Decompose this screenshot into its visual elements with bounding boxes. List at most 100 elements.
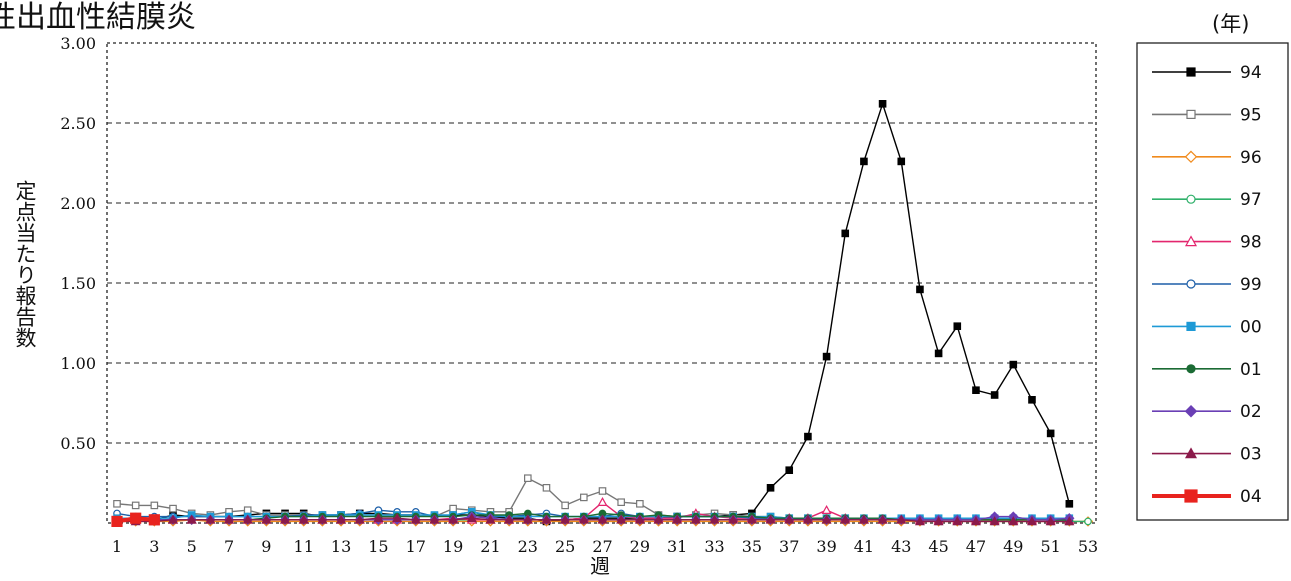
data-point [598, 487, 607, 495]
y-tick-label: 2.50 [60, 114, 96, 133]
series-04 [111, 512, 160, 528]
legend-item-00: 00 [1152, 317, 1262, 337]
data-point [746, 514, 757, 524]
x-tick-label: 7 [224, 537, 234, 556]
x-tick-label: 19 [443, 537, 463, 556]
legend-item-04: 04 [1152, 487, 1262, 507]
data-point [878, 99, 887, 108]
x-tick-label: 1 [112, 537, 122, 556]
y-tick-label: 0.50 [60, 434, 96, 453]
data-point [1184, 235, 1198, 247]
legend-box [1136, 42, 1289, 521]
legend-item-97: 97 [1152, 190, 1262, 210]
data-point [504, 514, 515, 524]
data-point [429, 514, 440, 524]
data-point [765, 514, 776, 524]
x-tick-label: 31 [667, 537, 687, 556]
data-point [169, 504, 177, 513]
data-point [148, 514, 160, 526]
data-point [822, 352, 831, 361]
data-point [485, 514, 496, 524]
data-point [131, 501, 140, 510]
data-point [261, 514, 272, 524]
data-point [466, 512, 477, 523]
data-point [280, 514, 291, 524]
legend-item-95: 95 [1152, 105, 1262, 125]
legend-label: 04 [1240, 487, 1262, 507]
x-tick-label: 21 [480, 537, 500, 556]
data-point [1184, 150, 1198, 164]
data-point [858, 514, 869, 524]
legend-label: 99 [1240, 275, 1262, 295]
y-tick-label: 2.00 [60, 194, 96, 213]
data-point [933, 516, 944, 526]
data-point [636, 500, 644, 508]
data-point [317, 514, 328, 524]
data-point [672, 514, 683, 524]
x-tick-label: 23 [518, 537, 538, 556]
legend-label: 02 [1240, 402, 1262, 422]
series-line-03 [117, 517, 1070, 523]
x-tick-label: 9 [261, 537, 271, 556]
data-point [1064, 516, 1075, 526]
series-group [111, 99, 1094, 528]
chart-title: 性出血性結膜炎 [0, 0, 196, 35]
data-point [1184, 447, 1198, 459]
data-point [186, 514, 197, 524]
data-point [597, 514, 608, 524]
data-point [690, 514, 701, 524]
data-point [990, 391, 999, 399]
data-point [243, 506, 252, 515]
data-point [205, 514, 216, 524]
data-point [896, 514, 907, 524]
x-tick-label: 15 [368, 537, 388, 556]
data-point [916, 285, 924, 294]
legend-label: 01 [1240, 360, 1262, 380]
data-point [1186, 109, 1196, 120]
legend-item-02: 02 [1152, 402, 1262, 422]
series-line-94 [116, 103, 1071, 523]
y-tick-label: 1.50 [60, 274, 96, 293]
data-point [953, 322, 962, 331]
data-point [448, 514, 459, 524]
legend-label: 98 [1240, 233, 1262, 253]
data-point [1186, 321, 1196, 331]
data-point [1186, 67, 1196, 77]
legend: 94 95 96 97 98 99 00 01 02 03 04 [1152, 63, 1262, 507]
x-tick-label: 45 [928, 537, 948, 556]
data-point [877, 514, 888, 524]
data-point [952, 516, 963, 526]
data-point [617, 498, 625, 507]
data-point [578, 514, 589, 524]
data-point [449, 504, 457, 513]
data-point [784, 514, 795, 524]
legend-label: 03 [1240, 445, 1262, 465]
y-tick-label: 3.00 [60, 34, 96, 53]
data-point [840, 514, 851, 524]
legend-item-98: 98 [1152, 233, 1262, 253]
x-tick-label: 13 [331, 537, 351, 556]
data-point [224, 514, 235, 524]
x-tick-label: 25 [555, 537, 575, 556]
data-point [1046, 429, 1055, 438]
data-point [524, 474, 532, 483]
x-tick-label: 43 [891, 537, 911, 556]
data-point [150, 501, 159, 510]
data-point [934, 349, 943, 358]
data-point [616, 514, 627, 524]
data-point [972, 386, 980, 395]
x-tick-label: 5 [187, 537, 197, 556]
data-point [989, 516, 1000, 526]
data-point [821, 514, 832, 524]
data-point [373, 512, 384, 523]
data-point [167, 514, 179, 524]
data-point [1184, 489, 1198, 503]
x-tick-label: 27 [592, 537, 612, 556]
x-tick-label: 35 [742, 537, 762, 556]
data-point [1045, 516, 1056, 526]
legend-label: 96 [1240, 148, 1262, 168]
data-point [785, 466, 794, 475]
y-axis-label: 定点当たり報告数 [13, 180, 37, 348]
x-tick-label: 17 [406, 537, 426, 556]
